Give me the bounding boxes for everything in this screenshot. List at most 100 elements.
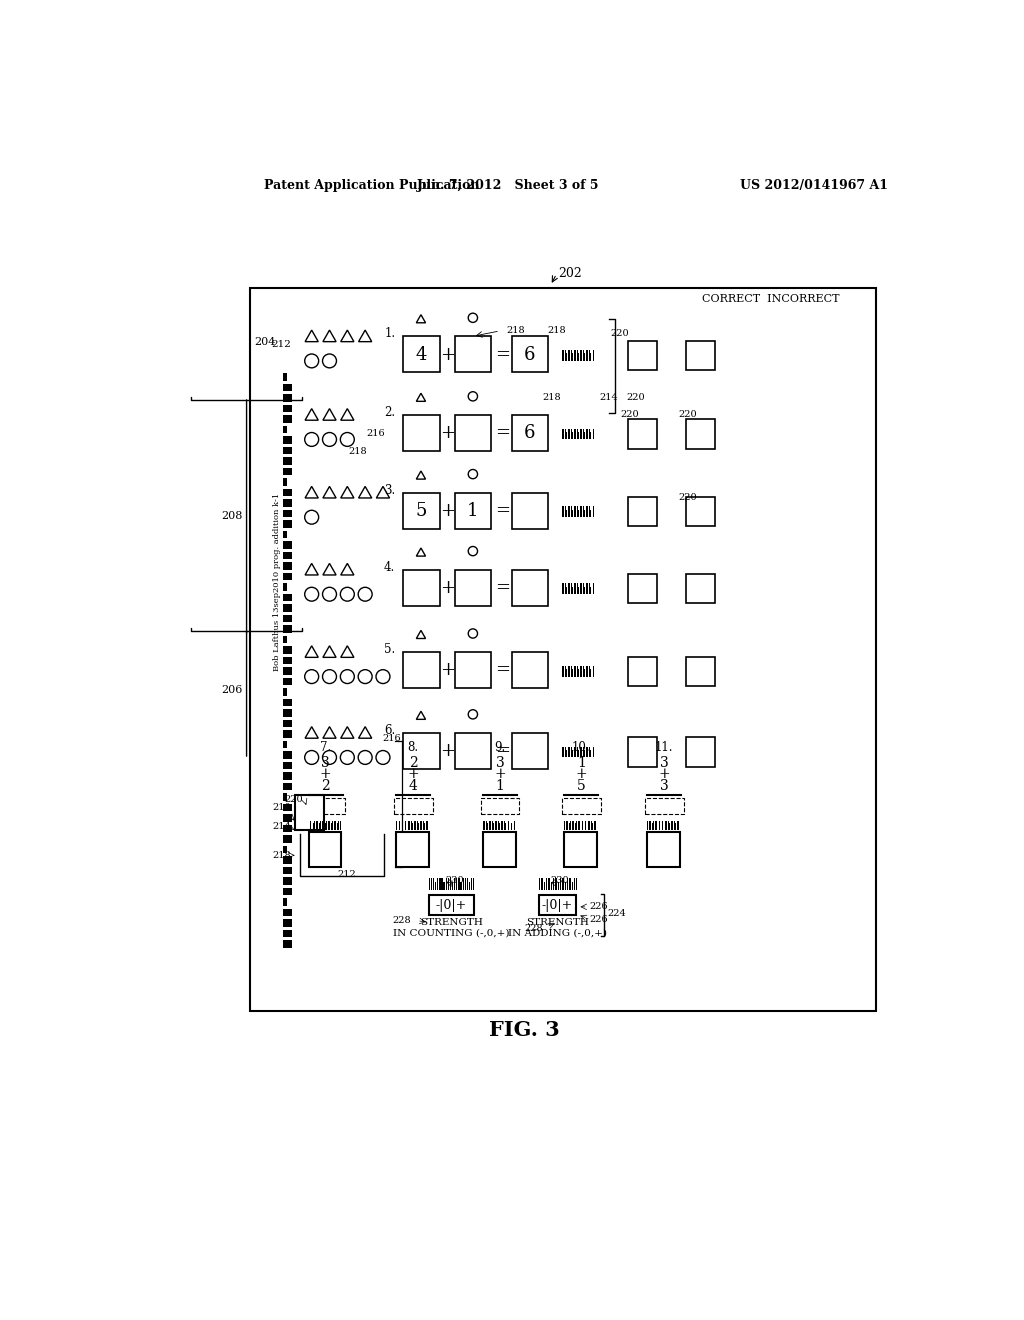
Bar [539,878,540,890]
Bar [512,337,548,372]
Text: =: = [495,424,510,442]
Text: 220: 220 [627,392,645,401]
Text: 4: 4 [416,346,427,364]
Bar [456,878,458,890]
Bar [283,510,292,517]
Bar [628,574,657,603]
Text: 218: 218 [348,446,367,455]
Bar [628,656,657,686]
Text: 228: 228 [392,916,411,925]
Bar [403,570,439,606]
Bar [283,919,292,927]
Text: +: + [658,767,670,781]
Bar [455,570,492,606]
Bar [394,797,432,814]
Bar [283,857,292,863]
Text: 230: 230 [550,876,569,886]
Bar [549,878,550,890]
Bar [686,738,716,767]
Bar [283,709,292,717]
Bar [541,878,542,890]
Bar [283,552,292,560]
Bar [546,878,547,890]
Bar [433,878,434,890]
Bar [473,878,474,890]
Text: 220: 220 [621,409,639,418]
Text: STRENGTH: STRENGTH [420,917,482,927]
Text: 216: 216 [367,429,385,438]
Text: 226: 226 [589,903,608,911]
Bar [455,652,492,688]
Bar [568,878,569,890]
Text: IN COUNTING (-,0,+): IN COUNTING (-,0,+) [393,928,509,937]
Bar [548,878,549,890]
Text: 3: 3 [322,756,330,770]
Bar [283,374,288,380]
Text: 2.: 2. [384,407,395,418]
Text: =: = [495,579,510,597]
Text: +: + [439,742,455,760]
Bar [567,878,568,890]
Bar [437,878,438,890]
Text: IN ADDING (-,0,+): IN ADDING (-,0,+) [508,928,607,937]
Text: 2: 2 [322,779,330,793]
Bar [283,647,292,653]
Bar [403,733,439,770]
Bar [283,677,292,685]
Text: 6: 6 [523,346,536,364]
Bar [306,797,345,814]
Bar [283,730,292,738]
Text: 220: 220 [285,795,303,804]
Bar [283,573,292,581]
Text: 202: 202 [558,268,582,280]
Bar [450,878,452,890]
Text: +: + [439,661,455,680]
Bar [686,656,716,686]
Bar [480,797,519,814]
Text: 220: 220 [678,492,697,502]
Bar [283,405,292,412]
Bar [686,574,716,603]
Text: +: + [439,579,455,597]
Text: 7.: 7. [319,741,331,754]
Text: 216: 216 [382,734,400,743]
Bar [283,887,292,895]
Text: 218: 218 [543,392,561,401]
Bar [283,867,292,874]
Text: 208: 208 [221,511,243,521]
Bar [283,615,292,622]
Text: 224: 224 [607,908,626,917]
Text: 212: 212 [271,341,291,350]
Bar [283,531,288,539]
Text: 3: 3 [496,756,505,770]
Bar [455,733,492,770]
Text: 9.: 9. [495,741,506,754]
Text: +: + [439,424,455,442]
Text: 3: 3 [659,756,669,770]
Bar [283,814,292,821]
Text: FIG. 3: FIG. 3 [489,1020,560,1040]
Bar [283,667,292,675]
Bar [452,882,454,890]
Bar [435,882,436,890]
Bar [283,488,292,496]
Bar [543,878,544,890]
Bar [283,698,292,706]
Text: STRENGTH: STRENGTH [526,917,589,927]
Text: 5: 5 [416,502,427,520]
Bar [443,882,444,890]
Text: 6: 6 [523,424,536,442]
Text: CORRECT  INCORRECT: CORRECT INCORRECT [702,293,840,304]
Bar [574,878,575,890]
Bar [570,878,571,890]
Bar [283,384,292,391]
Bar [250,288,876,1011]
Bar [283,804,292,812]
Bar [556,878,557,890]
Bar [283,940,292,948]
Bar [283,929,292,937]
Bar [512,652,548,688]
Text: 220: 220 [678,409,697,418]
Text: =: = [495,661,510,680]
Bar [459,878,460,890]
